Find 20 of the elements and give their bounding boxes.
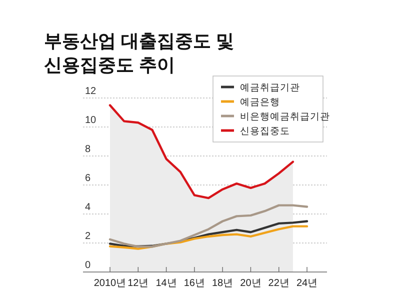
legend-label: 예금은행 [240,97,280,108]
y-tick-label: 10 [85,115,97,126]
legend-label: 예금취급기관 [240,82,300,94]
chart-title: 부동산업 대출집중도 및 신용집중도 추이 [44,31,234,75]
x-tick-label: 18년 [212,278,234,289]
legend-label: 신용집중도 [240,126,290,137]
y-tick-label: 8 [85,144,91,155]
y-tick-label: 0 [85,260,91,271]
y-tick-label: 2 [85,231,91,242]
x-tick-label: 14년 [156,278,177,289]
x-tick-label: 22년 [268,278,290,289]
x-tick-label: 12년 [128,278,149,289]
y-tick-label: 6 [85,173,91,184]
y-tick-label: 4 [85,202,91,213]
x-tick-label: 24년 [296,278,318,289]
x-tick-label: 20년 [240,278,262,289]
legend-label: 비은행예금취급기관 [240,112,330,122]
y-tick-label: 12 [85,86,97,97]
x-tick-label: 2010년 [94,278,126,289]
x-tick-label: 16년 [184,278,205,289]
